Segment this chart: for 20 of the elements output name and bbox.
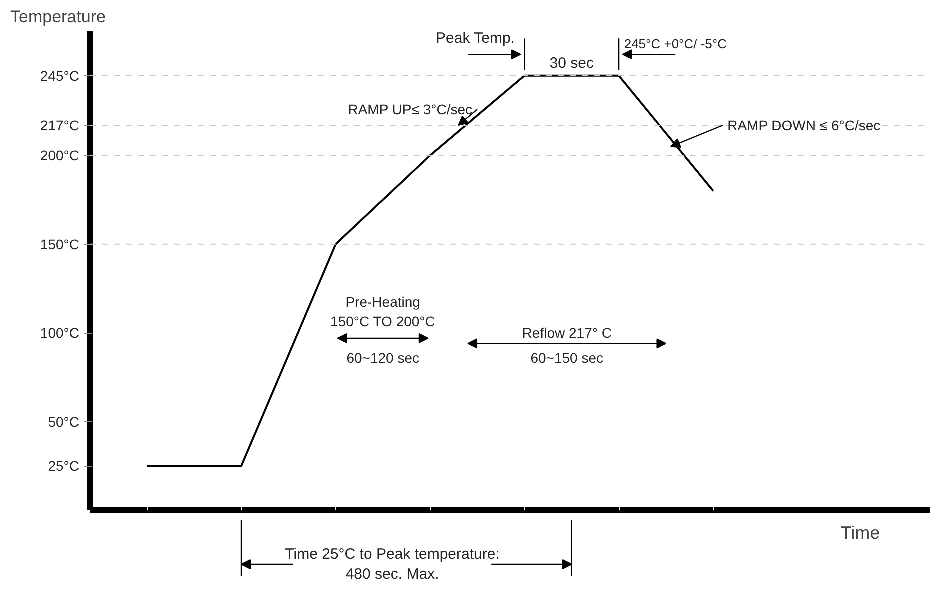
y-tick-label: 150°C [40, 236, 80, 252]
y-tick-label: 245°C [40, 68, 80, 84]
annotation: RAMP UP≤ 3°C/sec [348, 102, 472, 118]
annotation: RAMP DOWN ≤ 6°C/sec [728, 118, 881, 134]
annotation: Peak Temp. [436, 30, 515, 48]
annotation: 60~120 sec [346, 350, 420, 366]
y-tick-label: 100°C [40, 325, 80, 342]
y-tick-label: 200°C [40, 148, 80, 164]
y-tick-label: 50°C [48, 414, 80, 430]
annotation: 245°C +0°C/ -5°C [624, 36, 728, 52]
annotation: 60~150 sec [530, 350, 604, 366]
y-axis-title: Temperature [10, 8, 106, 26]
text: Time 25°C to Peak temperature: 480 sec. Max. [285, 546, 500, 584]
x-axis-title: Time [840, 522, 880, 543]
annotation: Reflow 217° C [522, 325, 612, 342]
y-tick-label: 25°C [48, 458, 80, 474]
annotation: 30 sec [550, 54, 594, 72]
annotation: Pre-Heating 150°C TO 200°C [330, 294, 436, 330]
y-tick-label: 217°C [40, 118, 80, 134]
line-series [146, 74, 714, 468]
